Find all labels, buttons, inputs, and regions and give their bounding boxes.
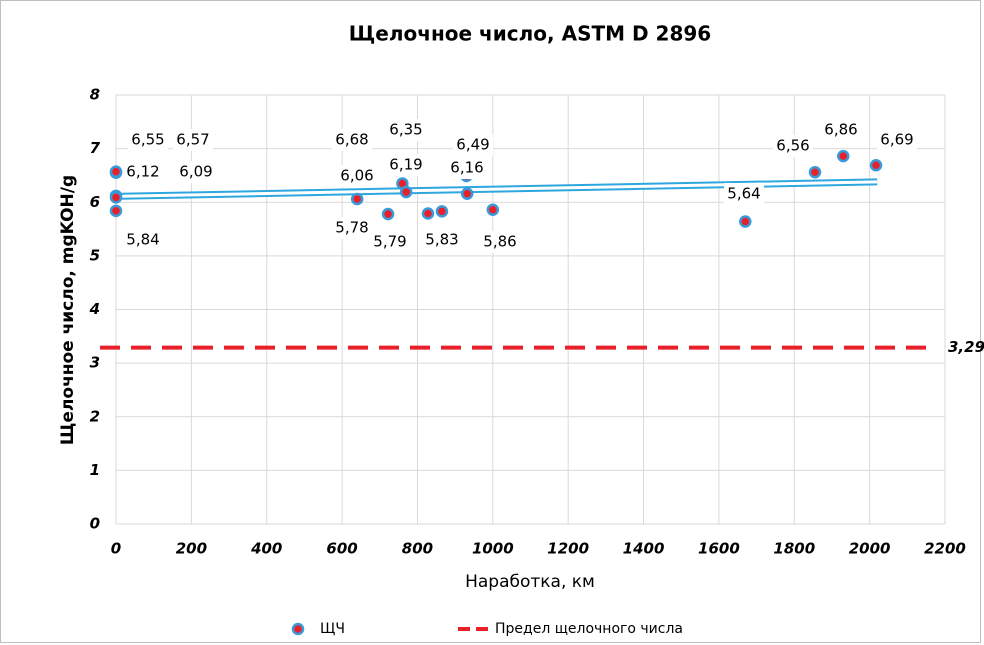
data-label: 5,84 [126,231,159,249]
y-tick-label: 6 [90,193,100,211]
chart-title: Щелочное число, ASTM D 2896 [349,22,711,46]
label-bg [453,134,493,156]
data-label: 6,56 [776,137,809,155]
label-bg [332,129,372,151]
point [435,205,449,218]
x-tick-label: 1600 [698,540,740,558]
data-label: 6,55 [131,131,164,149]
point [739,215,752,228]
point [869,158,883,172]
label-bg [821,119,861,141]
data-label: 6,06 [340,167,373,185]
label-bg [173,129,213,151]
x-tick-label: 1400 [623,540,665,558]
data-label: 6,12 [126,163,159,181]
label-bg [370,231,410,253]
data-label: 6,49 [456,136,489,154]
point [837,149,850,163]
y-tick-label: 1 [90,461,100,479]
data-label: 6,09 [179,163,212,181]
y-tick-label: 8 [90,86,100,104]
y-axis-label: Щелочное число, mgKOH/g [58,175,78,445]
x-tick-label: 0 [111,540,121,558]
data-label: 5,86 [483,233,516,251]
label-bg [724,183,764,205]
data-label: 5,79 [373,233,406,251]
point [486,203,500,217]
label-bg [123,229,163,251]
data-label: 6,69 [880,131,913,149]
point [460,187,474,200]
x-tick-label: 600 [326,540,357,558]
label-bg [332,217,372,239]
data-label: 6,16 [450,159,483,177]
x-tick-label: 1800 [773,540,815,558]
x-axis-label: Наработка, км [465,572,595,592]
legend-marker [291,622,305,636]
label-bg [337,165,377,187]
label-bg [386,119,426,141]
data-label: 5,78 [335,219,368,237]
x-tick-label: 800 [402,540,433,558]
y-tick-label: 0 [90,515,100,533]
point [109,204,123,218]
data-label: 6,68 [335,131,368,149]
point [109,165,123,178]
label-bg [447,157,487,179]
limit-label: 3,29 [948,338,984,356]
point [421,207,435,220]
legend-label: Предел щелочного числа [495,621,683,637]
y-tick-label: 4 [89,300,100,318]
label-bg [128,129,168,151]
x-tick-label: 1200 [547,540,589,558]
label-bg [386,154,426,176]
label-bg [773,135,813,157]
y-tick-label: 3 [90,354,100,372]
x-tick-label: 2000 [849,540,891,558]
legend-label: ЩЧ [320,621,345,637]
point [350,192,364,206]
x-tick-label: 1000 [472,540,514,558]
label-bg [480,231,520,253]
point [109,191,123,204]
data-label: 6,35 [389,121,422,139]
x-tick-label: 400 [250,540,282,558]
data-label: 6,57 [176,131,209,149]
data-label: 5,83 [425,231,458,249]
y-tick-label: 5 [90,246,100,264]
data-label: 6,86 [824,121,857,139]
y-tick-label: 2 [90,407,100,425]
label-bg [422,229,462,251]
x-tick-label: 2200 [924,540,966,558]
data-label: 5,64 [727,185,760,203]
label-bg [123,161,163,183]
x-tick-label: 200 [176,540,207,558]
label-bg [176,161,216,183]
y-tick-label: 7 [90,139,101,157]
point [808,165,822,179]
point [381,207,395,221]
data-label: 6,19 [389,156,422,174]
label-bg [877,129,917,151]
point [399,185,413,199]
